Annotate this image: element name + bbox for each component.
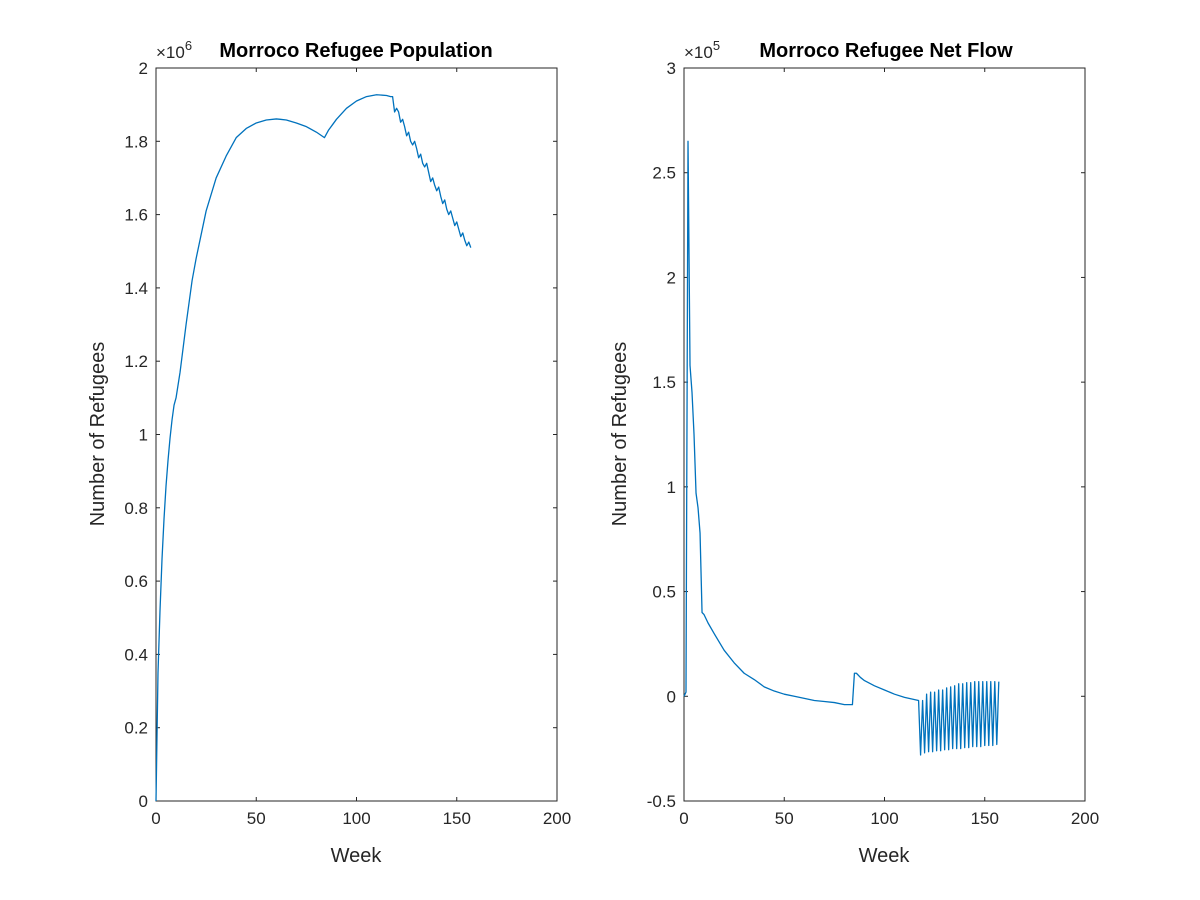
- net-flow-y-tick-label: 3: [667, 59, 676, 78]
- net-flow-axes-box: [683, 67, 1086, 802]
- population-y-tick-label: 0.4: [124, 645, 148, 664]
- population-subplot: 0 50 100 150 20000.20.40.60.811.21.41.61.82 …: [87, 38, 571, 867]
- population-x-axis-label: Week: [331, 845, 383, 867]
- net-flow-series-line: [683, 140, 1000, 756]
- net-flow-y-tick-label: 1.5: [652, 373, 676, 392]
- population-x-tick-label: 0: [151, 809, 160, 828]
- net-flow-y-tick-label: 0: [667, 687, 676, 706]
- population-y-tick-label: 0.8: [124, 499, 148, 518]
- net-flow-y-tick-label: 1: [667, 478, 676, 497]
- net-flow-y-tick-label: -0.5: [647, 792, 676, 811]
- net-flow-x-tick-label: 0: [679, 809, 688, 828]
- population-x-tick-label: 100: [342, 809, 370, 828]
- net-flow-x-tick-label: 200: [1071, 809, 1099, 828]
- population-y-tick-label: 0.2: [124, 719, 148, 738]
- population-series-line: [155, 94, 472, 802]
- population-y-tick-label: 1.2: [124, 352, 148, 371]
- population-y-tick-label: 1: [139, 426, 148, 445]
- population-y-tick-label: 2: [139, 59, 148, 78]
- population-axes-box: [155, 67, 558, 802]
- net-flow-y-axis-label: Number of Refugees: [609, 342, 631, 527]
- population-y-tick-label: 1.6: [124, 206, 148, 225]
- net-flow-x-tick-label: 100: [870, 809, 898, 828]
- net-flow-x-tick-label: 50: [775, 809, 794, 828]
- net-flow-y-tick-label: 2: [667, 268, 676, 287]
- net-flow-y-tick-label: 2.5: [652, 164, 676, 183]
- population-y-axis-label: Number of Refugees: [87, 342, 109, 527]
- population-y-tick-label: 1.8: [124, 132, 148, 151]
- net-flow-x-tick-label: 150: [971, 809, 999, 828]
- net-flow-y-tick-label: 0.5: [652, 583, 676, 602]
- population-ticks: 0 50 100 150 200 0 0.2 0.4 0.6 0.8 1 1.2 1.4 1.6 1.8 2: [124, 59, 571, 828]
- population-y-tick-label: 0: [139, 792, 148, 811]
- population-x-tick-label: 50: [247, 809, 266, 828]
- net-flow-x-axis-label: Week: [859, 845, 911, 867]
- net-flow-ticks: 0 50 100 150 200-0.500.511.522.53: [647, 59, 1099, 828]
- population-x-tick-label: 150: [443, 809, 471, 828]
- population-y-exponent: ×106: [156, 38, 192, 62]
- net-flow-subplot: 0 50 100 150 200-0.500.511.522.53 Morroco Re…: [609, 38, 1099, 867]
- population-x-tick-label: 200: [543, 809, 571, 828]
- population-y-tick-label: 0.6: [124, 572, 148, 591]
- net-flow-y-exponent: ×105: [684, 38, 720, 62]
- population-title: Morroco Refugee Population: [219, 40, 492, 62]
- population-y-tick-label: 1.4: [124, 279, 148, 298]
- net-flow-title: Morroco Refugee Net Flow: [759, 40, 1013, 62]
